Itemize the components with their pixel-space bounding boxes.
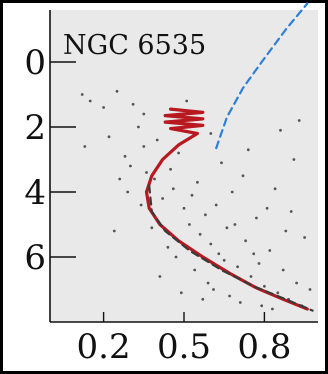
- isochrone-lines: [144, 2, 314, 312]
- star-point-41: [289, 210, 293, 213]
- star-point-44: [303, 236, 306, 239]
- star-point-72: [284, 229, 288, 233]
- y-tick-label-2: 4: [24, 173, 46, 213]
- star-point-25: [217, 252, 221, 256]
- star-point-21: [204, 213, 207, 217]
- star-point-6: [129, 164, 132, 168]
- star-point-15: [177, 151, 181, 155]
- star-point-75: [112, 229, 116, 233]
- star-point-29: [236, 265, 240, 269]
- star-point-64: [292, 158, 296, 161]
- star-point-71: [265, 206, 269, 210]
- star-point-55: [206, 281, 210, 285]
- star-point-28: [230, 190, 234, 194]
- star-point-45: [308, 288, 312, 291]
- scatter-points: [80, 89, 312, 311]
- star-point-73: [142, 145, 146, 148]
- star-point-59: [238, 301, 242, 304]
- star-point-56: [212, 288, 215, 291]
- star-point-27: [225, 226, 229, 230]
- star-point-68: [201, 297, 205, 301]
- star-point-57: [220, 161, 223, 165]
- star-point-19: [196, 180, 199, 184]
- star-point-60: [246, 148, 250, 152]
- star-point-58: [228, 294, 232, 298]
- star-point-18: [190, 193, 194, 197]
- star-point-22: [209, 132, 213, 135]
- star-point-34: [257, 262, 261, 265]
- star-point-2: [83, 145, 87, 148]
- star-point-39: [281, 268, 285, 272]
- star-point-51: [166, 245, 170, 249]
- star-point-11: [155, 138, 159, 142]
- star-point-14: [171, 187, 175, 191]
- plot-area: [50, 10, 318, 322]
- star-point-63: [279, 128, 282, 132]
- star-point-17: [188, 223, 191, 226]
- series-line-0: [215, 2, 309, 150]
- series-line-1: [144, 107, 309, 311]
- star-point-54: [193, 268, 197, 272]
- y-tick-label-0: 0: [24, 43, 46, 83]
- star-point-48: [131, 102, 135, 106]
- star-point-30: [241, 174, 245, 178]
- star-point-20: [198, 232, 202, 236]
- star-point-67: [179, 291, 183, 295]
- star-point-61: [260, 304, 264, 308]
- star-point-70: [252, 252, 256, 256]
- star-point-32: [249, 275, 253, 278]
- chart-title: NGC 6535: [63, 30, 206, 61]
- star-point-10: [153, 177, 156, 181]
- star-point-66: [158, 275, 162, 278]
- star-point-13: [169, 167, 173, 171]
- star-point-1: [88, 99, 92, 103]
- star-point-62: [271, 307, 274, 311]
- x-tick-label-1: 0.5: [157, 327, 211, 367]
- star-point-16: [182, 206, 186, 210]
- star-point-4: [115, 89, 119, 93]
- star-point-3: [102, 106, 105, 109]
- axes: 0 2 4 6 0.2 0.5 0.8: [24, 10, 318, 367]
- star-point-37: [273, 187, 277, 191]
- star-point-65: [297, 119, 301, 122]
- y-tick-label-3: 6: [24, 238, 46, 278]
- star-point-53: [185, 99, 189, 103]
- star-point-5: [123, 154, 127, 158]
- star-point-69: [233, 223, 237, 226]
- star-point-49: [139, 203, 143, 207]
- x-tick-label-2: 0.8: [237, 327, 291, 367]
- star-point-42: [295, 281, 298, 285]
- star-point-36: [268, 249, 272, 252]
- star-point-23: [209, 242, 213, 246]
- star-point-50: [150, 226, 154, 230]
- y-tick-label-1: 2: [24, 108, 46, 148]
- star-point-7: [137, 125, 140, 129]
- star-point-9: [145, 171, 148, 174]
- star-point-31: [244, 239, 248, 243]
- star-point-35: [263, 284, 266, 288]
- series-line-2: [148, 184, 314, 312]
- x-tick-label-0: 0.2: [77, 327, 131, 367]
- star-point-38: [276, 291, 280, 295]
- star-point-26: [222, 258, 226, 262]
- star-point-47: [118, 177, 122, 181]
- star-point-24: [214, 203, 218, 207]
- star-point-74: [126, 190, 130, 194]
- star-point-8: [142, 112, 146, 116]
- star-point-46: [107, 135, 111, 139]
- star-point-0: [80, 93, 84, 96]
- star-point-52: [174, 255, 178, 259]
- star-point-33: [255, 216, 258, 220]
- star-point-12: [161, 197, 165, 200]
